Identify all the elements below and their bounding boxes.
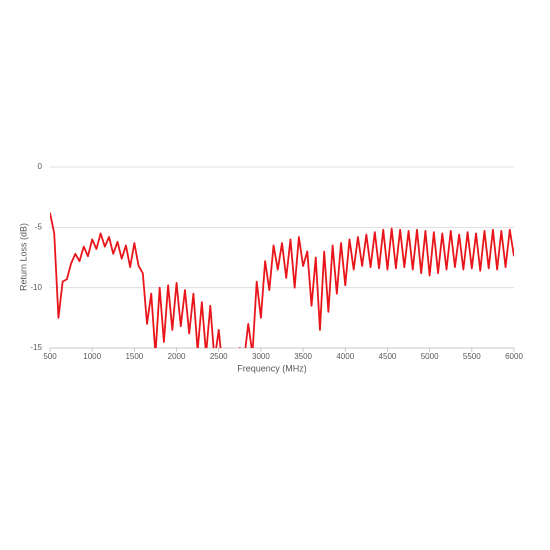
x-tick-label: 6000 bbox=[505, 352, 523, 361]
x-axis-title: Frequency (MHz) bbox=[237, 363, 307, 373]
x-tick-label: 1000 bbox=[83, 352, 101, 361]
x-tick-label: 5000 bbox=[421, 352, 439, 361]
x-tick-label: 2500 bbox=[210, 352, 228, 361]
y-tick-label: -15 bbox=[30, 343, 42, 352]
y-tick-label: 0 bbox=[38, 162, 43, 171]
x-tick-label: 500 bbox=[43, 352, 57, 361]
y-axis-title: Return Loss (dB) bbox=[18, 223, 28, 291]
x-tick-label: 5500 bbox=[463, 352, 481, 361]
x-tick-label: 2000 bbox=[168, 352, 186, 361]
y-tick-label: -5 bbox=[35, 222, 43, 231]
y-tick-label: -10 bbox=[30, 283, 42, 292]
x-tick-label: 3000 bbox=[252, 352, 270, 361]
data-line bbox=[50, 212, 514, 348]
x-tick-label: 4000 bbox=[336, 352, 354, 361]
x-tick-label: 1500 bbox=[125, 352, 143, 361]
x-tick-label: 4500 bbox=[379, 352, 397, 361]
x-tick-label: 3500 bbox=[294, 352, 312, 361]
